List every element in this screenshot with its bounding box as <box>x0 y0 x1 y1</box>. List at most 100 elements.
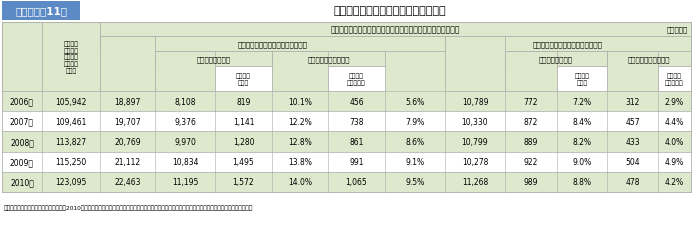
Text: 478: 478 <box>625 178 640 187</box>
Bar <box>445 37 691 52</box>
Text: 21,112: 21,112 <box>114 158 141 166</box>
Text: 14.0%: 14.0% <box>288 178 312 187</box>
Bar <box>445 37 505 92</box>
Bar <box>100 37 155 92</box>
Text: １ヵ月後生存者数: １ヵ月後生存者数 <box>197 56 231 62</box>
Text: （各年中）: （各年中） <box>667 27 688 33</box>
Text: 8.8%: 8.8% <box>572 178 592 187</box>
Text: 2.9%: 2.9% <box>665 97 684 106</box>
Text: 10,799: 10,799 <box>462 137 489 146</box>
Text: 11,268: 11,268 <box>462 178 488 187</box>
Bar <box>272 52 385 67</box>
Text: 19,707: 19,707 <box>114 117 141 126</box>
Text: うち、一般市民による応急処置あり: うち、一般市民による応急処置あり <box>238 41 308 48</box>
Text: 2009年: 2009年 <box>10 158 34 166</box>
Text: 18,897: 18,897 <box>114 97 141 106</box>
Bar <box>2 23 691 192</box>
Bar <box>557 67 607 92</box>
Bar <box>658 67 691 92</box>
Text: １ヵ月後生存者数: １ヵ月後生存者数 <box>539 56 573 62</box>
Text: 22,463: 22,463 <box>114 178 141 187</box>
Text: 105,942: 105,942 <box>55 97 87 106</box>
Bar <box>607 52 658 92</box>
Text: 1,572: 1,572 <box>233 178 254 187</box>
Text: 2008年: 2008年 <box>10 137 34 146</box>
Text: 113,827: 113,827 <box>55 137 87 146</box>
Text: 2006年: 2006年 <box>10 97 34 106</box>
Text: 9.1%: 9.1% <box>405 158 425 166</box>
Text: 10,330: 10,330 <box>462 117 489 126</box>
Text: 9,970: 9,970 <box>174 137 196 146</box>
Text: 9.0%: 9.0% <box>572 158 592 166</box>
Text: 第２－４－11表: 第２－４－11表 <box>15 7 67 16</box>
Text: 109,461: 109,461 <box>55 117 87 126</box>
Text: 738: 738 <box>349 117 364 126</box>
Text: 989: 989 <box>524 178 538 187</box>
Text: 10,834: 10,834 <box>172 158 198 166</box>
Text: 20,769: 20,769 <box>114 137 141 146</box>
Text: 7.2%: 7.2% <box>572 97 592 106</box>
Text: 10,789: 10,789 <box>462 97 489 106</box>
Text: １ヵ月後社会復帰者数: １ヵ月後社会復帰者数 <box>628 56 670 62</box>
Text: 1,495: 1,495 <box>233 158 254 166</box>
Text: 一般市民による応急手当の実施の有無: 一般市民による応急手当の実施の有無 <box>334 7 446 16</box>
Bar <box>272 52 328 92</box>
Text: 4.9%: 4.9% <box>665 158 684 166</box>
Text: 115,250: 115,250 <box>55 158 87 166</box>
Text: 救急随が
搬送した
心肺機能
停止傷痀
者総数: 救急随が 搬送した 心肺機能 停止傷痀 者総数 <box>64 41 78 74</box>
Bar <box>2 2 80 21</box>
Text: 4.2%: 4.2% <box>665 178 684 187</box>
Text: 433: 433 <box>625 137 640 146</box>
Text: 889: 889 <box>524 137 538 146</box>
Text: １ヵ月後
社会復帰率: １ヵ月後 社会復帰率 <box>347 73 366 85</box>
Bar <box>2 172 691 192</box>
Text: 9,376: 9,376 <box>174 117 196 126</box>
Text: 457: 457 <box>625 117 640 126</box>
Bar <box>100 37 445 52</box>
Bar <box>505 52 557 92</box>
Text: 8.6%: 8.6% <box>405 137 425 146</box>
Text: 861: 861 <box>349 137 364 146</box>
Bar <box>2 112 691 132</box>
Bar <box>2 132 691 152</box>
Text: 819: 819 <box>236 97 251 106</box>
Text: 1,280: 1,280 <box>233 137 254 146</box>
Bar <box>155 52 272 67</box>
Text: （備考）　東日本大震災の影響により、2010年の釜石大槌地区行政事務組合消防本部及び陸前高田市消防本部のデータは除いた数値により集計している。: （備考） 東日本大震災の影響により、2010年の釜石大槌地区行政事務組合消防本部… <box>4 204 254 210</box>
Text: 4.4%: 4.4% <box>665 117 684 126</box>
Bar <box>2 92 691 112</box>
Bar <box>100 23 691 37</box>
Text: 12.8%: 12.8% <box>288 137 312 146</box>
Text: 11,195: 11,195 <box>172 178 198 187</box>
Text: 922: 922 <box>524 158 538 166</box>
Text: 5.6%: 5.6% <box>405 97 425 106</box>
Text: 2010年: 2010年 <box>10 178 34 187</box>
Text: 4.0%: 4.0% <box>665 137 684 146</box>
Text: 10,278: 10,278 <box>462 158 488 166</box>
Text: 1,065: 1,065 <box>346 178 367 187</box>
Text: 2007年: 2007年 <box>10 117 34 126</box>
Text: 456: 456 <box>349 97 364 106</box>
Text: 13.8%: 13.8% <box>288 158 312 166</box>
Text: 123,095: 123,095 <box>55 178 87 187</box>
Bar <box>42 23 100 92</box>
Text: 10.1%: 10.1% <box>288 97 312 106</box>
Text: １ヵ月後
社会復帰率: １ヵ月後 社会復帰率 <box>665 73 684 85</box>
Text: 12.2%: 12.2% <box>288 117 312 126</box>
Bar <box>155 52 215 92</box>
Text: １ヵ月後社会復帰者数: １ヵ月後社会復帰者数 <box>307 56 350 62</box>
Text: 8.4%: 8.4% <box>572 117 592 126</box>
Text: 772: 772 <box>524 97 538 106</box>
Bar <box>607 52 691 67</box>
Bar <box>2 152 691 172</box>
Bar <box>2 23 42 92</box>
Text: 8.2%: 8.2% <box>572 137 592 146</box>
Text: 9.5%: 9.5% <box>405 178 425 187</box>
Text: 991: 991 <box>349 158 364 166</box>
Text: うち、一般市民による応急処置なし: うち、一般市民による応急処置なし <box>533 41 603 48</box>
Text: 872: 872 <box>524 117 538 126</box>
Bar <box>215 67 272 92</box>
Text: １ヵ月後
生存率: １ヵ月後 生存率 <box>574 73 590 85</box>
Text: 1,141: 1,141 <box>233 117 254 126</box>
Text: １ヵ月後
生存率: １ヵ月後 生存率 <box>236 73 251 85</box>
